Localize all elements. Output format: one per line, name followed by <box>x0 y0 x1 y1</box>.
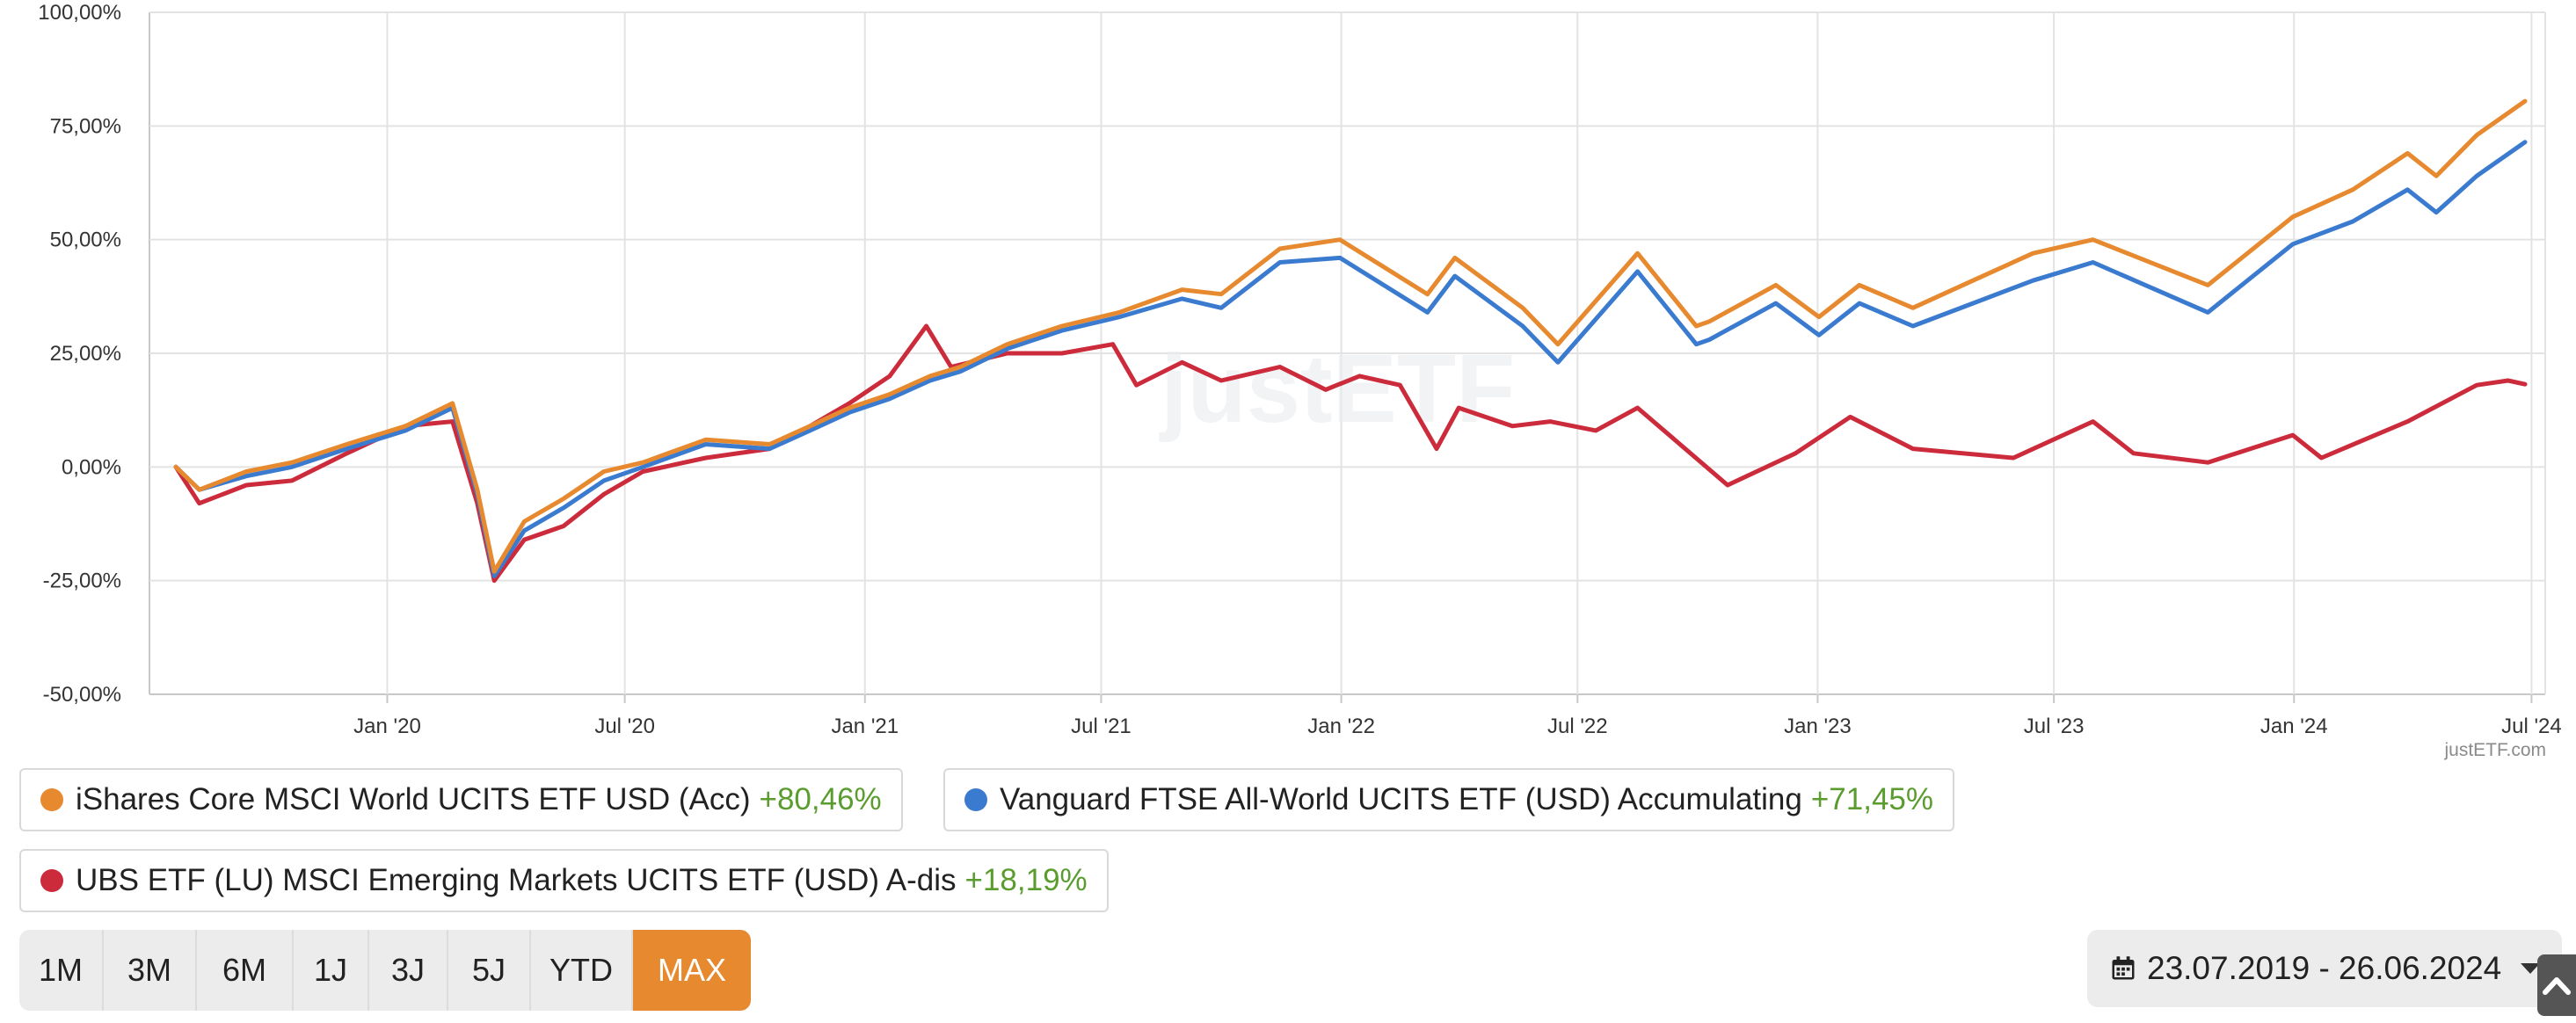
y-tick-label: 50,00% <box>50 229 121 252</box>
series-color-dot <box>40 869 63 892</box>
range-button-max[interactable]: MAX <box>633 930 751 1011</box>
x-tick-label: Jan '23 <box>1784 715 1852 738</box>
x-tick-label: Jan '22 <box>1307 715 1375 738</box>
x-tick-label: Jan '24 <box>2260 715 2328 738</box>
x-axis-ticks: Jan '20 Jul '20 Jan '21 Jul '21 Jan '22 Jul '… <box>353 715 2562 738</box>
x-tick-label: Jul '24 <box>2501 715 2562 738</box>
y-tick-label: 75,00% <box>50 114 121 138</box>
date-range-text: 23.07.2019 - 26.06.2024 <box>2147 950 2502 986</box>
y-tick-label: -25,00% <box>43 570 121 593</box>
series-color-dot <box>964 788 987 811</box>
series-line-0 <box>173 98 2528 574</box>
y-tick-label: 25,00% <box>50 342 121 366</box>
legend-item-vanguard-ftse-all-world[interactable]: Vanguard FTSE All-World UCITS ETF (USD) … <box>943 768 1955 831</box>
legend-label: Vanguard FTSE All-World UCITS ETF (USD) … <box>1000 782 1802 816</box>
scroll-to-top-button[interactable] <box>2537 954 2576 1016</box>
series-line-2 <box>173 323 2528 584</box>
chevron-down-icon <box>2521 963 2541 974</box>
range-button-1j[interactable]: 1J <box>294 930 369 1011</box>
performance-value: +80,46% <box>759 782 882 816</box>
y-tick-label: 100,00% <box>38 1 121 25</box>
x-tick-label: Jul '22 <box>1547 715 1608 738</box>
legend-item-ishares-msci-world[interactable]: iShares Core MSCI World UCITS ETF USD (A… <box>19 768 903 831</box>
x-tick-label: Jul '20 <box>594 715 655 738</box>
chart-credit: justETF.com <box>2444 740 2546 760</box>
range-button-ytd[interactable]: YTD <box>531 930 633 1011</box>
x-tick-label: Jul '21 <box>1071 715 1132 738</box>
y-tick-label: 0,00% <box>62 455 121 479</box>
x-tick-label: Jul '23 <box>2024 715 2085 738</box>
time-range-selector: 1M 3M 6M 1J 3J 5J YTD MAX <box>19 930 751 1011</box>
calendar-icon <box>2112 956 2135 980</box>
range-button-6m[interactable]: 6M <box>197 930 294 1011</box>
performance-chart: justETF -50,00% -25,00% 0,00% 25,00% 50,00% 7… <box>38 1 2562 738</box>
y-tick-label: -50,00% <box>43 683 121 707</box>
range-button-3j[interactable]: 3J <box>369 930 448 1011</box>
legend-label: UBS ETF (LU) MSCI Emerging Markets UCITS… <box>76 863 957 897</box>
y-axis-ticks: -50,00% -25,00% 0,00% 25,00% 50,00% 75,00% 100… <box>38 1 121 707</box>
chart-watermark: justETF <box>1159 335 1515 443</box>
performance-value: +71,45% <box>1810 782 1934 816</box>
legend-label: iShares Core MSCI World UCITS ETF USD (A… <box>76 782 751 816</box>
series-color-dot <box>40 788 63 811</box>
x-tick-label: Jan '21 <box>831 715 899 738</box>
chevron-up-icon <box>2543 977 2571 995</box>
range-button-5j[interactable]: 5J <box>448 930 531 1011</box>
legend-item-ubs-msci-em[interactable]: UBS ETF (LU) MSCI Emerging Markets UCITS… <box>19 849 1109 912</box>
range-button-3m[interactable]: 3M <box>104 930 197 1011</box>
date-range-picker[interactable]: 23.07.2019 - 26.06.2024 <box>2087 930 2562 1007</box>
x-tick-label: Jan '20 <box>353 715 421 738</box>
range-button-1m[interactable]: 1M <box>19 930 104 1011</box>
series-lines <box>173 98 2528 584</box>
gridlines <box>149 11 2546 703</box>
performance-value: +18,19% <box>964 863 1088 897</box>
